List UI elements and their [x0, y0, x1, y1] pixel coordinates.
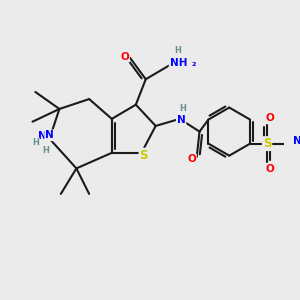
Text: O: O [120, 52, 129, 61]
Text: O: O [266, 164, 274, 174]
Text: H: H [42, 146, 49, 155]
Text: H: H [32, 138, 39, 147]
Text: N: N [45, 130, 54, 140]
Text: N: N [293, 136, 300, 146]
Text: NH: NH [169, 58, 187, 68]
Text: O: O [266, 113, 274, 123]
Text: S: S [263, 137, 271, 150]
Text: H: H [180, 103, 187, 112]
Text: ₂: ₂ [192, 58, 196, 68]
Text: N: N [38, 131, 47, 141]
Text: N: N [177, 115, 185, 125]
Text: O: O [187, 154, 196, 164]
Text: H: H [174, 46, 181, 55]
Text: S: S [140, 148, 148, 162]
